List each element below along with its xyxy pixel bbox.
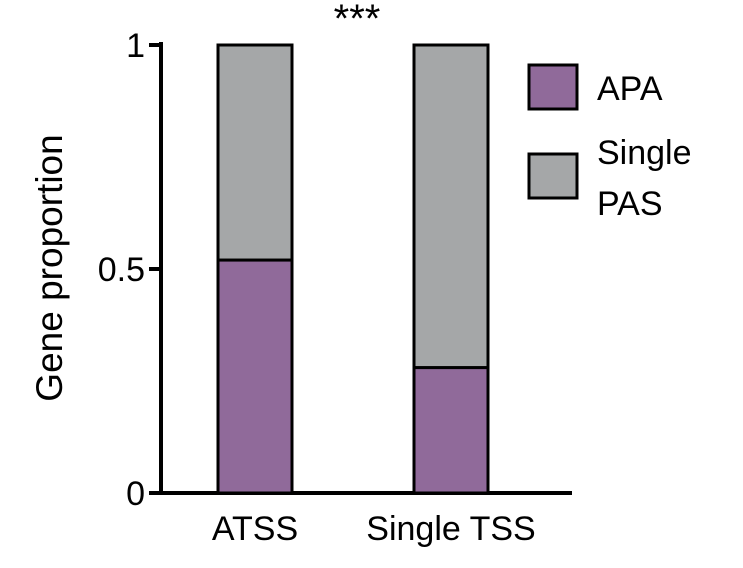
x-tick-label: ATSS bbox=[212, 510, 298, 548]
y-tick-label: 0.5 bbox=[98, 251, 145, 289]
x-tick-label: Single TSS bbox=[366, 510, 535, 548]
bar-segment-apa-1 bbox=[216, 258, 294, 495]
y-tick-label: 1 bbox=[126, 27, 145, 65]
legend-label: APA bbox=[597, 70, 663, 108]
bar-segment-single-pas-1 bbox=[216, 43, 294, 262]
bar-segment-single-pas-2 bbox=[412, 43, 490, 370]
bar-segment-apa-2 bbox=[412, 366, 490, 495]
bars bbox=[216, 43, 490, 495]
y-tick-label: 0 bbox=[126, 475, 145, 513]
x-tick-labels: ATSS Single TSS bbox=[212, 510, 536, 548]
legend-label: PAS bbox=[597, 185, 663, 223]
y-ticks: 00.51 bbox=[98, 27, 161, 513]
legend: APA Single PAS bbox=[527, 63, 692, 223]
legend-swatch-apa bbox=[527, 63, 579, 111]
legend-label: Single bbox=[597, 134, 692, 172]
legend-swatch-single-pas bbox=[527, 152, 579, 200]
significance-annotation: *** bbox=[334, 0, 381, 41]
y-axis-title: Gene proportion bbox=[29, 134, 70, 401]
